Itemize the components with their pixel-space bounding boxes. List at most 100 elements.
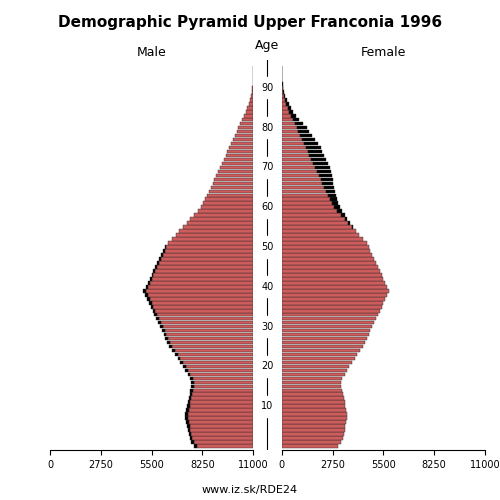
Bar [190, 218, 254, 221]
Bar [282, 150, 308, 154]
Bar [150, 281, 254, 284]
Bar [168, 337, 254, 340]
Bar [188, 368, 254, 372]
Bar [192, 392, 254, 396]
Bar [282, 337, 366, 340]
Bar [192, 436, 254, 440]
Bar [282, 325, 372, 328]
Text: Age: Age [256, 39, 280, 52]
Bar [282, 412, 348, 416]
Bar [229, 146, 254, 150]
Text: 40: 40 [262, 282, 274, 292]
Bar [192, 376, 254, 380]
Bar [282, 333, 368, 336]
Bar [186, 420, 188, 424]
Bar [172, 344, 254, 348]
Bar [162, 325, 254, 328]
Bar [282, 174, 319, 177]
Bar [282, 428, 344, 432]
Bar [334, 206, 340, 209]
Bar [231, 142, 254, 146]
Bar [200, 206, 254, 209]
Bar [282, 222, 348, 225]
Bar [157, 313, 254, 316]
Bar [283, 90, 284, 94]
Bar [282, 194, 328, 197]
Bar [282, 158, 312, 162]
Bar [282, 182, 323, 185]
Bar [282, 118, 293, 122]
Bar [248, 106, 254, 110]
Bar [352, 226, 353, 229]
Bar [291, 114, 296, 117]
Bar [149, 301, 152, 304]
Bar [282, 396, 344, 400]
Bar [159, 261, 254, 265]
Bar [154, 313, 157, 316]
Bar [193, 388, 254, 392]
Bar [194, 380, 254, 384]
Bar [178, 352, 254, 356]
Bar [322, 182, 334, 185]
Bar [152, 277, 254, 280]
Bar [226, 154, 254, 158]
Bar [315, 166, 330, 169]
Bar [168, 341, 170, 344]
Bar [282, 408, 346, 412]
Bar [250, 98, 254, 102]
Text: 70: 70 [262, 162, 274, 172]
Bar [320, 178, 332, 181]
Bar [198, 210, 254, 213]
Bar [282, 122, 294, 126]
Bar [252, 90, 254, 94]
Bar [282, 440, 341, 444]
Bar [222, 162, 254, 166]
Bar [207, 194, 254, 197]
Bar [282, 309, 380, 312]
Bar [282, 436, 343, 440]
Bar [332, 202, 338, 205]
Bar [188, 432, 192, 436]
Bar [300, 134, 312, 138]
Bar [194, 384, 254, 388]
Bar [282, 388, 342, 392]
Bar [152, 309, 156, 312]
Bar [156, 309, 254, 312]
Bar [312, 158, 326, 162]
Bar [252, 82, 254, 86]
Bar [289, 110, 293, 114]
Bar [209, 190, 254, 193]
Bar [282, 356, 354, 360]
Bar [282, 154, 310, 158]
Bar [205, 198, 254, 201]
Bar [282, 305, 382, 308]
Bar [183, 360, 254, 364]
Text: 50: 50 [262, 242, 274, 252]
Bar [282, 273, 382, 276]
Bar [150, 297, 254, 300]
Bar [183, 226, 254, 229]
Bar [282, 94, 284, 98]
Bar [246, 110, 254, 114]
Bar [174, 352, 178, 356]
Bar [282, 246, 368, 249]
Bar [186, 222, 254, 225]
Bar [216, 174, 254, 177]
Bar [164, 329, 254, 332]
Bar [148, 285, 254, 288]
Bar [282, 432, 344, 436]
Bar [224, 158, 254, 162]
Bar [296, 126, 306, 130]
Bar [166, 337, 168, 340]
Bar [304, 142, 318, 146]
Bar [183, 364, 186, 368]
Bar [282, 277, 384, 280]
Bar [288, 106, 291, 110]
Bar [282, 368, 348, 372]
Bar [236, 130, 254, 134]
Bar [185, 416, 188, 420]
Bar [282, 344, 363, 348]
Bar [282, 142, 304, 146]
Bar [282, 110, 289, 114]
Bar [282, 289, 389, 292]
